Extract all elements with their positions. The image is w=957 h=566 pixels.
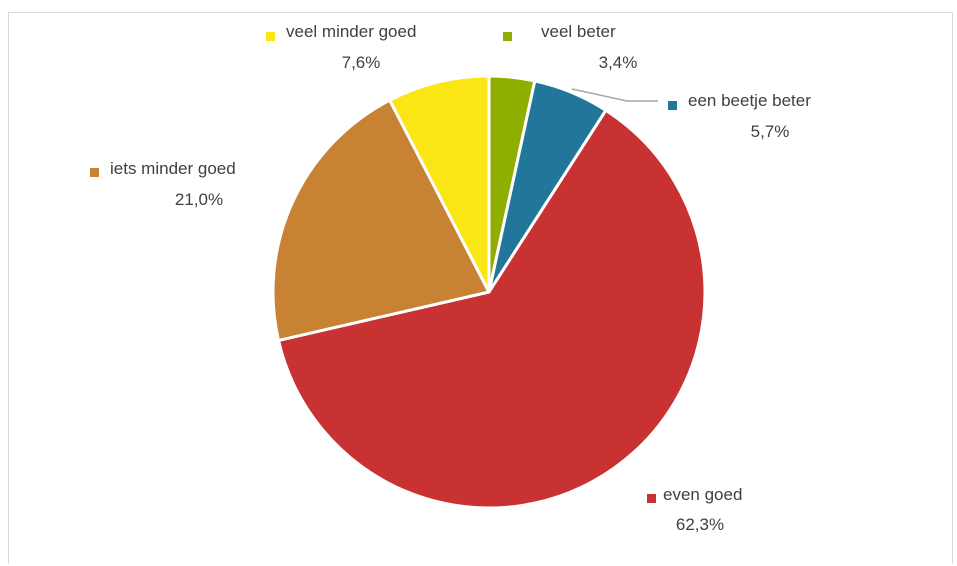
slice-value-iets-minder-goed: 21,0% [175,190,223,209]
legend-key-even-goed [647,494,656,503]
pie-slice-iets-minder-goed [271,98,491,342]
legend-key-een-beetje-beter [668,101,677,110]
slice-value-even-goed: 62,3% [676,515,724,534]
slice-label-iets-minder-goed: iets minder goed [110,159,236,178]
pie-slice-even-goed [277,108,707,510]
leader-line-een-beetje-beter [571,88,658,102]
slice-label-veel-minder-goed: veel minder goed [286,22,416,41]
slice-value-veel-beter: 3,4% [599,53,638,72]
pie-slice-veel-minder-goed [388,74,491,294]
leader-lines [571,88,658,102]
legend-key-veel-minder-goed [266,32,275,41]
pie-slices [271,74,707,510]
slice-label-even-goed: even goed [663,485,742,504]
slice-label-een-beetje-beter: een beetje beter [688,91,811,110]
slice-value-een-beetje-beter: 5,7% [751,122,790,141]
legend-key-veel-beter [503,32,512,41]
slice-value-veel-minder-goed: 7,6% [342,53,381,72]
data-labels: veel beter 3,4% een beetje beter 5,7% even g… [90,22,811,534]
slice-label-veel-beter: veel beter [541,22,616,41]
legend-key-iets-minder-goed [90,168,99,177]
